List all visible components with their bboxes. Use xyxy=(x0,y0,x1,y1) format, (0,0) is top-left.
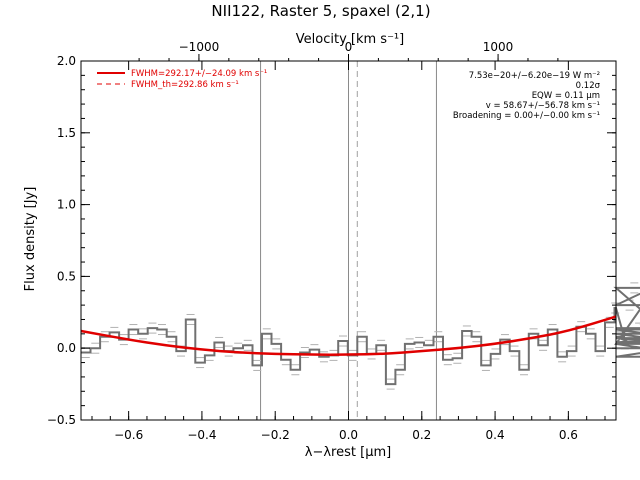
axis-ticks: −0.6 −0.4 −0.2 0.0 0.2 0.4 0.6 −0.5 0.0 0.5 1.0 1.5… xyxy=(47,40,616,442)
annotation-line: Broadening = 0.00+/−0.00 km s⁻¹ xyxy=(453,111,600,121)
x-tick-label: 0.4 xyxy=(486,428,505,442)
legend-label: FWHM_th=292.86 km s⁻¹ xyxy=(131,80,239,90)
fit-curve xyxy=(80,315,617,356)
y-tick-label: 1.5 xyxy=(57,126,76,140)
top-tick-label: −1000 xyxy=(179,40,220,54)
reference-lines xyxy=(260,61,437,420)
chart-title: NII122, Raster 5, spaxel (2,1) xyxy=(211,2,430,20)
x-tick-label: −0.2 xyxy=(261,428,290,442)
y-tick-label: 0.5 xyxy=(57,269,76,283)
y-tick-label: 1.0 xyxy=(57,198,76,212)
top-tick-label: 0 xyxy=(345,40,353,54)
y-tick-label: 2.0 xyxy=(57,54,76,68)
annotation-line: 7.53e−20+/−6.20e−19 W m⁻² xyxy=(469,71,600,81)
spectrum-histogram xyxy=(81,286,640,386)
y-tick-label: 0.0 xyxy=(57,341,76,355)
x-axis-label: λ−λrest [μm] xyxy=(305,445,391,460)
legend: FWHM=292.17+/−24.09 km s⁻¹FWHM_th=292.86… xyxy=(97,69,267,90)
x-tick-label: −0.4 xyxy=(187,428,216,442)
top-axis-label: Velocity [km s⁻¹] xyxy=(296,32,404,47)
y-axis-label: Flux density [Jy] xyxy=(23,187,38,292)
legend-label: FWHM=292.17+/−24.09 km s⁻¹ xyxy=(131,69,267,79)
annotation-line: EQW = 0.11 μm xyxy=(532,91,600,101)
x-tick-label: −0.6 xyxy=(114,428,143,442)
annotation-line: v = 58.67+/−56.78 km s⁻¹ xyxy=(486,101,600,111)
top-tick-label: 1000 xyxy=(483,40,514,54)
x-tick-label: 0.6 xyxy=(559,428,578,442)
annotation-line: 0.12σ xyxy=(576,81,601,91)
x-tick-label: 0.2 xyxy=(412,428,431,442)
y-tick-label: −0.5 xyxy=(47,413,76,427)
x-tick-label: 0.0 xyxy=(339,428,358,442)
